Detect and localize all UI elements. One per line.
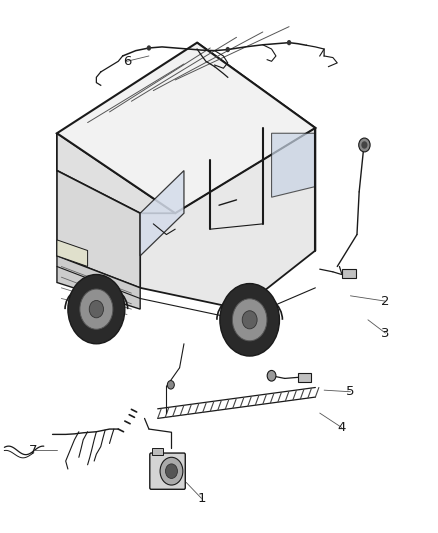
Polygon shape (57, 43, 315, 213)
Circle shape (267, 370, 276, 381)
Text: 2: 2 (381, 295, 390, 308)
Bar (298, 373, 311, 382)
Polygon shape (57, 240, 88, 266)
Bar (342, 269, 356, 278)
Circle shape (147, 45, 151, 51)
Text: 1: 1 (197, 492, 206, 505)
Circle shape (361, 141, 367, 149)
Circle shape (226, 47, 230, 52)
Circle shape (167, 381, 174, 389)
FancyBboxPatch shape (150, 453, 185, 489)
Polygon shape (140, 43, 315, 309)
Polygon shape (57, 256, 140, 309)
Bar (152, 448, 163, 455)
Polygon shape (57, 171, 140, 288)
Circle shape (160, 457, 183, 485)
Polygon shape (140, 171, 184, 256)
Circle shape (359, 138, 370, 152)
Circle shape (89, 301, 103, 318)
Polygon shape (57, 133, 175, 213)
Polygon shape (272, 133, 315, 197)
Circle shape (220, 284, 279, 356)
Text: 5: 5 (346, 385, 355, 398)
Circle shape (242, 311, 257, 329)
Text: 7: 7 (28, 444, 37, 457)
Circle shape (287, 40, 291, 45)
Text: 6: 6 (123, 55, 131, 68)
Circle shape (233, 299, 267, 341)
Circle shape (166, 464, 177, 479)
Polygon shape (57, 133, 175, 213)
Text: 3: 3 (381, 327, 390, 340)
Text: 4: 4 (337, 421, 346, 434)
Circle shape (68, 274, 125, 344)
Circle shape (80, 289, 113, 329)
